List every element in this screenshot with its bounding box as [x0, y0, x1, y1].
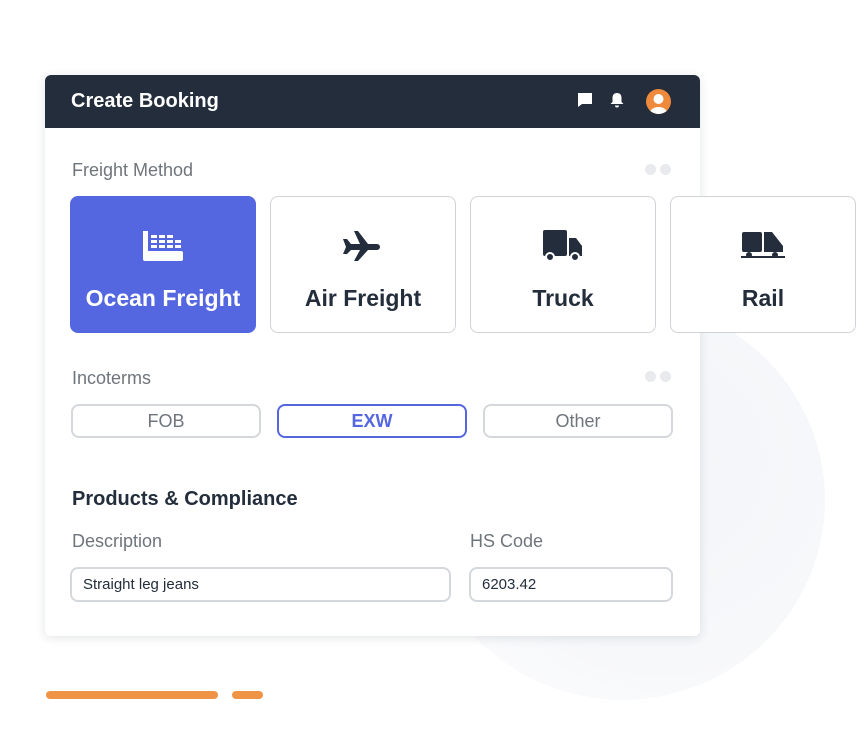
freight-option-label: Rail — [741, 285, 785, 311]
train-icon — [741, 232, 785, 258]
pager-dots — [645, 164, 671, 175]
user-icon — [649, 94, 668, 114]
freight-option-label: Truck — [532, 285, 594, 311]
description-input[interactable]: Straight leg jeans — [70, 567, 451, 602]
freight-option-truck[interactable]: Truck — [470, 196, 656, 333]
bell-icon[interactable] — [610, 92, 624, 108]
avatar[interactable] — [646, 89, 671, 114]
progress-bar — [46, 691, 218, 699]
description-label: Description — [72, 531, 163, 551]
hs-code-input[interactable]: 6203.42 — [469, 567, 673, 602]
panel-header: Create Booking — [45, 75, 700, 128]
plane-icon — [343, 231, 380, 261]
incoterm-fob[interactable]: FOB — [71, 404, 261, 438]
freight-method-label: Freight Method — [72, 160, 194, 180]
freight-option-air[interactable]: Air Freight — [270, 196, 456, 333]
hs-code-label: HS Code — [470, 531, 544, 551]
page-title: Create Booking — [71, 90, 219, 112]
booking-panel: Create Booking — [45, 75, 700, 636]
incoterms-label: Incoterms — [72, 368, 152, 388]
freight-option-label: Ocean Freight — [85, 285, 241, 311]
chat-icon[interactable] — [577, 92, 593, 108]
truck-icon — [543, 230, 582, 262]
freight-option-label: Air Freight — [304, 285, 422, 311]
progress-bar-segment — [232, 691, 263, 699]
products-heading: Products & Compliance — [72, 488, 298, 510]
ship-icon — [143, 231, 183, 261]
freight-option-ocean[interactable]: Ocean Freight — [70, 196, 256, 333]
incoterm-other[interactable]: Other — [483, 404, 673, 438]
incoterm-exw[interactable]: EXW — [277, 404, 467, 438]
freight-option-rail[interactable]: Rail — [670, 196, 856, 333]
pager-dots — [645, 371, 671, 382]
